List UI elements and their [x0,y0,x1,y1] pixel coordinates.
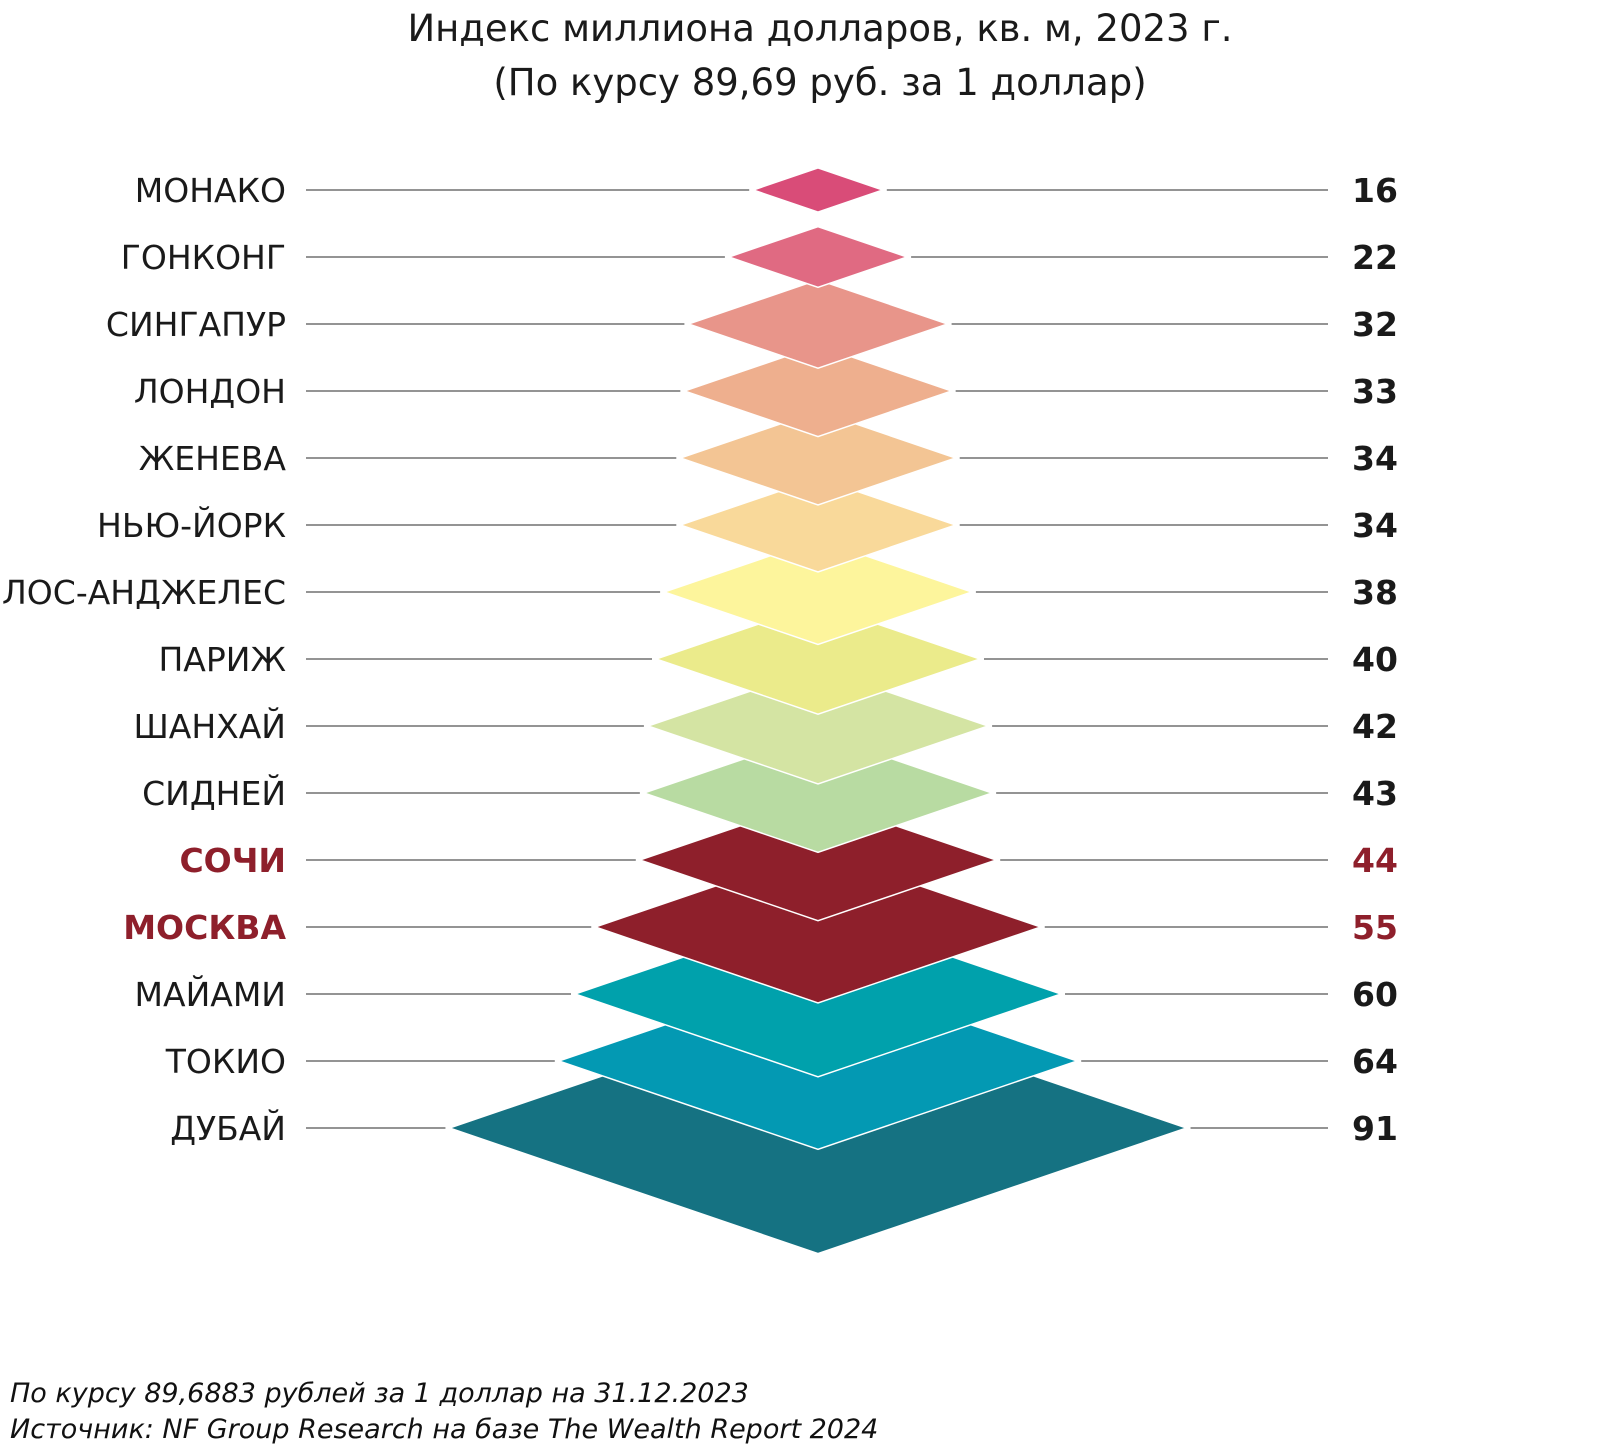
diamond-mark [677,410,959,506]
diamond-mark [637,798,999,922]
value-label: 16 [1352,171,1398,210]
diamond-mark [682,344,954,438]
diamonds [447,167,1189,1255]
value-label: 40 [1352,640,1398,679]
diamond-mark [645,667,991,785]
diamond-mark [653,603,983,715]
leader-lines [306,189,1328,1129]
value-label: 22 [1352,238,1398,277]
chart-title-block: Индекс миллиона долларов, кв. м, 2023 г.… [0,2,1622,110]
category-label: ЛОНДОН [134,372,286,411]
chart-subtitle: (По курсу 89,69 руб. за 1 доллар) [493,61,1147,104]
value-label: 44 [1352,841,1398,880]
value-label: 60 [1352,975,1398,1014]
value-label: 34 [1352,439,1398,478]
footer: По курсу 89,6883 рублей за 1 доллар на 3… [10,1376,878,1448]
chart-title: Индекс миллиона долларов, кв. м, 2023 г. [407,7,1233,50]
value-label: 64 [1352,1042,1398,1081]
category-label: ПАРИЖ [158,640,286,679]
category-label: МОСКВА [123,908,286,947]
footer-note: По курсу 89,6883 рублей за 1 доллар на 3… [10,1378,749,1409]
diamond-mark [592,850,1044,1004]
category-label: ШАНХАЙ [133,706,286,746]
diamond-mark [686,279,950,369]
value-label: 55 [1352,908,1398,947]
category-label: СИДНЕЙ [142,773,286,813]
category-label: НЬЮ-ЙОРК [97,505,286,545]
category-label: ГОНКОНГ [121,238,286,277]
diamond-mark [677,477,959,573]
diamond-mark [726,225,910,289]
diamond-mark [750,167,886,213]
diamond-mark [641,732,995,854]
value-label: 33 [1352,372,1398,411]
value-label: 91 [1352,1109,1398,1148]
category-label: МАЙАМИ [135,974,286,1014]
category-label: ДУБАЙ [170,1108,286,1148]
category-label: ЛОС-АНДЖЕЛЕС [2,573,286,612]
footer-source: Источник: NF Group Research на базе The … [10,1414,879,1445]
category-label: СОЧИ [179,841,286,880]
value-label: 32 [1352,305,1398,344]
labels: МОНАКО 16 ГОНКОНГ 22 СИНГАПУР 32 ЛОНДОН 33 ЖЕНЕВ… [2,171,1398,1148]
category-label: ЖЕНЕВА [139,439,287,478]
value-label: 38 [1352,573,1398,612]
value-label: 42 [1352,707,1398,746]
diamond-mark [661,538,975,646]
category-label: ТОКИО [165,1042,286,1081]
category-label: МОНАКО [135,171,286,210]
value-label: 43 [1352,774,1398,813]
value-label: 34 [1352,506,1398,545]
category-label: СИНГАПУР [106,305,286,344]
